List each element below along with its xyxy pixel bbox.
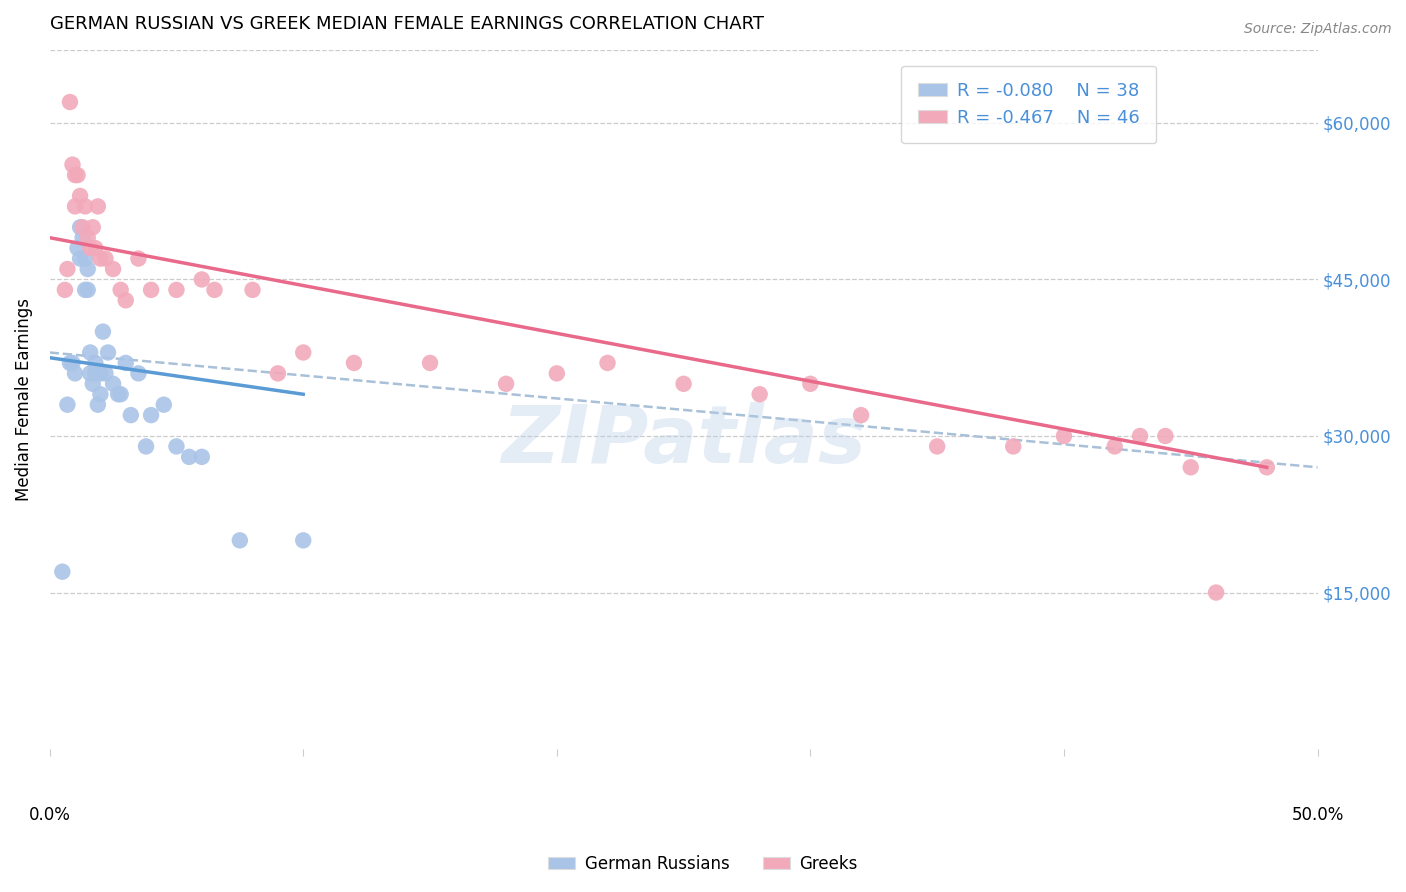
Point (94, 252, 117, 266)
Point (89, 387, 111, 401)
Point (110, 387, 132, 401)
Point (139, 283, 162, 297)
Point (343, 356, 366, 370)
Point (135, 439, 157, 453)
Point (101, 262, 124, 277)
Point (84, 367, 107, 381)
Point (63, 168, 86, 182)
Point (152, 398, 174, 412)
Point (229, 533, 252, 548)
Point (87, 199, 110, 213)
Point (62, 158, 84, 172)
Point (107, 387, 129, 401)
Point (63, 199, 86, 213)
Point (76, 230, 98, 244)
Point (1002, 439, 1025, 453)
Y-axis label: Median Female Earnings: Median Female Earnings (15, 298, 32, 501)
Point (82, 376, 104, 391)
Point (75, 252, 97, 266)
Point (69, 220, 91, 235)
Point (165, 439, 187, 453)
Legend: R = -0.080    N = 38, R = -0.467    N = 46: R = -0.080 N = 38, R = -0.467 N = 46 (901, 66, 1156, 144)
Text: 50.0%: 50.0% (1291, 806, 1344, 824)
Point (127, 252, 149, 266)
Point (97, 345, 120, 359)
Point (75, 283, 97, 297)
Point (89, 252, 111, 266)
Point (127, 367, 149, 381)
Point (927, 439, 949, 453)
Point (1053, 429, 1076, 443)
Text: GERMAN RUSSIAN VS GREEK MEDIAN FEMALE EARNINGS CORRELATION CHART: GERMAN RUSSIAN VS GREEK MEDIAN FEMALE EA… (49, 15, 763, 33)
Text: 0.0%: 0.0% (28, 806, 70, 824)
Point (79, 241, 101, 255)
Point (165, 283, 187, 297)
Point (75, 199, 97, 213)
Point (72, 220, 94, 235)
Point (1129, 429, 1152, 443)
Point (51, 565, 73, 579)
Point (267, 367, 290, 381)
Point (56, 398, 79, 412)
Point (66, 241, 89, 255)
Point (546, 367, 568, 381)
Point (101, 376, 124, 391)
Point (53, 283, 76, 297)
Point (59, 356, 82, 370)
Point (419, 356, 441, 370)
Point (63, 367, 86, 381)
Point (82, 220, 104, 235)
Point (84, 241, 107, 255)
Point (59, 95, 82, 109)
Text: ZIPatlas: ZIPatlas (501, 402, 866, 481)
Point (292, 345, 315, 359)
Point (204, 283, 226, 297)
Point (89, 367, 111, 381)
Point (139, 408, 162, 422)
Point (1154, 429, 1177, 443)
Point (292, 533, 315, 548)
Point (1205, 585, 1227, 599)
Point (84, 356, 107, 370)
Point (69, 189, 91, 203)
Point (1180, 460, 1202, 475)
Point (76, 283, 98, 297)
Point (799, 376, 821, 391)
Point (79, 345, 101, 359)
Point (120, 408, 142, 422)
Point (1256, 460, 1278, 475)
Point (849, 408, 872, 422)
Point (69, 252, 91, 266)
Point (114, 293, 136, 308)
Point (72, 230, 94, 244)
Point (672, 376, 695, 391)
Point (110, 283, 132, 297)
Point (242, 283, 264, 297)
Point (596, 356, 619, 370)
Point (1104, 439, 1126, 453)
Point (748, 387, 770, 401)
Point (179, 450, 201, 464)
Point (191, 450, 214, 464)
Point (56, 262, 79, 277)
Point (114, 356, 136, 370)
Point (495, 376, 517, 391)
Point (94, 367, 117, 381)
Point (191, 272, 214, 286)
Legend: German Russians, Greeks: German Russians, Greeks (541, 848, 865, 880)
Point (79, 367, 101, 381)
Point (87, 398, 110, 412)
Point (76, 262, 98, 277)
Text: Source: ZipAtlas.com: Source: ZipAtlas.com (1244, 22, 1392, 37)
Point (91, 325, 114, 339)
Point (66, 168, 89, 182)
Point (62, 356, 84, 370)
